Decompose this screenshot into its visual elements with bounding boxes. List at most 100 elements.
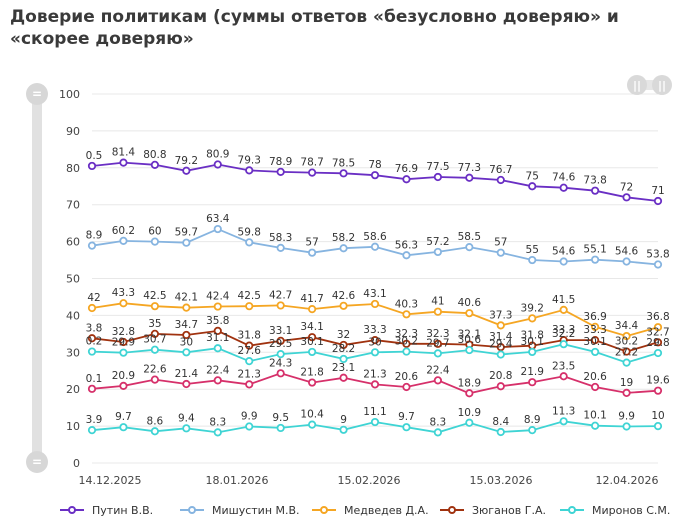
- data-label: 60: [148, 226, 161, 238]
- data-label: 78: [368, 159, 381, 171]
- data-point: [465, 418, 474, 427]
- y-tick-label: 70: [66, 199, 80, 212]
- data-point: [591, 336, 600, 345]
- data-label: 30.1: [583, 336, 606, 348]
- data-point: [591, 382, 600, 392]
- data-point: [245, 422, 254, 431]
- data-label: 29.7: [426, 337, 449, 349]
- data-point: [87, 161, 97, 171]
- data-label: 34.7: [175, 319, 198, 331]
- data-point: [559, 340, 568, 349]
- slider-grip-icon: ||: [633, 79, 641, 92]
- data-label: 8.3: [209, 416, 226, 428]
- data-point: [622, 388, 631, 397]
- legend-label: Путин В.В.: [92, 503, 154, 517]
- legend-item[interactable]: Миронов С.М.: [560, 498, 670, 522]
- data-label: 22.4: [426, 364, 450, 376]
- data-label: 71: [651, 185, 664, 197]
- data-point: [339, 301, 348, 310]
- data-label: 3.9: [86, 414, 103, 426]
- data-point: [653, 386, 663, 395]
- slider-handle-right[interactable]: ||: [652, 75, 672, 95]
- data-label: 9.4: [178, 412, 195, 424]
- slider-handle-left[interactable]: ||: [627, 75, 647, 95]
- data-label: 10.4: [300, 409, 324, 421]
- data-label: 57: [494, 237, 507, 249]
- range-navigator[interactable]: ==: [26, 83, 48, 473]
- data-point: [370, 417, 380, 427]
- data-label: 24.3: [269, 357, 292, 369]
- legend-label: Миронов С.М.: [592, 503, 671, 517]
- data-point: [213, 160, 222, 169]
- data-label: 10: [651, 410, 664, 422]
- data-label: 8.9: [524, 414, 541, 426]
- data-point: [339, 354, 348, 364]
- x-tick-label: 15.03.2026: [470, 474, 533, 487]
- data-label: 42.7: [269, 289, 292, 301]
- navigator-handle-top[interactable]: =: [26, 83, 48, 105]
- data-point: [496, 321, 505, 330]
- y-tick-label: 20: [66, 383, 80, 396]
- y-tick-label: 50: [66, 273, 80, 286]
- legend-item[interactable]: Медведев Д.А.: [312, 498, 429, 522]
- data-point: [213, 344, 222, 353]
- horizontal-range-slider[interactable]: || ||: [627, 75, 672, 95]
- data-label: 27.2: [615, 347, 638, 359]
- data-point: [622, 347, 631, 356]
- data-label: 60.2: [112, 225, 135, 237]
- legend-swatch-icon: [180, 504, 204, 516]
- data-point: [653, 348, 663, 358]
- data-label: 41: [431, 296, 444, 308]
- legend-item[interactable]: Мишустин М.В.: [180, 498, 300, 522]
- data-label: 30.1: [521, 336, 544, 348]
- data-label: 79.2: [175, 155, 198, 167]
- navigator-track[interactable]: [32, 94, 42, 459]
- data-label: 75: [526, 170, 539, 182]
- slider-handle-circle: [652, 75, 672, 95]
- data-point: [308, 378, 317, 387]
- legend-item[interactable]: Путин В.В.: [60, 498, 153, 522]
- data-label: 56.3: [395, 239, 418, 251]
- data-point: [87, 241, 97, 250]
- data-label: 30: [368, 336, 381, 348]
- data-point: [87, 384, 97, 393]
- data-label: 0.2: [86, 336, 103, 348]
- navigator-handle-bottom[interactable]: =: [26, 451, 48, 473]
- legend-swatch-icon: [312, 504, 336, 516]
- data-label: 30.2: [615, 336, 638, 348]
- data-label: 58.3: [269, 232, 292, 244]
- data-point: [653, 323, 663, 332]
- data-point: [245, 238, 254, 247]
- data-label: 28.2: [332, 343, 355, 355]
- data-label: 35: [148, 318, 161, 330]
- data-label: 43.3: [112, 287, 135, 299]
- data-label: 42.5: [143, 290, 166, 302]
- chart-legend: Путин В.В. Мишустин М.В. Медведев Д.А. Зюга…: [0, 498, 700, 522]
- data-label: 42: [87, 292, 100, 304]
- data-point: [559, 257, 568, 266]
- data-point: [653, 421, 663, 431]
- data-label: 55.1: [583, 244, 606, 256]
- handle-grip-icon: =: [32, 455, 42, 469]
- data-label: 32.8: [112, 326, 135, 338]
- data-point: [496, 350, 505, 359]
- data-label: 30: [180, 336, 193, 348]
- data-point: [213, 326, 222, 335]
- data-label: 33.3: [583, 324, 606, 336]
- y-tick-label: 80: [66, 162, 80, 175]
- legend-item[interactable]: Зюганов Г.А.: [440, 498, 546, 522]
- data-label: 29.5: [269, 338, 292, 350]
- data-point: [276, 369, 285, 378]
- data-point: [308, 347, 317, 357]
- data-label: 31.1: [206, 332, 229, 344]
- data-label: 20.6: [583, 371, 607, 383]
- data-label: 76.7: [489, 164, 512, 176]
- data-label: 30.7: [143, 334, 166, 346]
- handle-grip-icon: =: [32, 87, 42, 101]
- data-point: [182, 348, 191, 357]
- data-label: 78.7: [300, 157, 323, 169]
- data-label: 77.5: [426, 161, 449, 173]
- data-point: [119, 423, 128, 432]
- data-point: [182, 379, 191, 389]
- data-point: [119, 348, 128, 357]
